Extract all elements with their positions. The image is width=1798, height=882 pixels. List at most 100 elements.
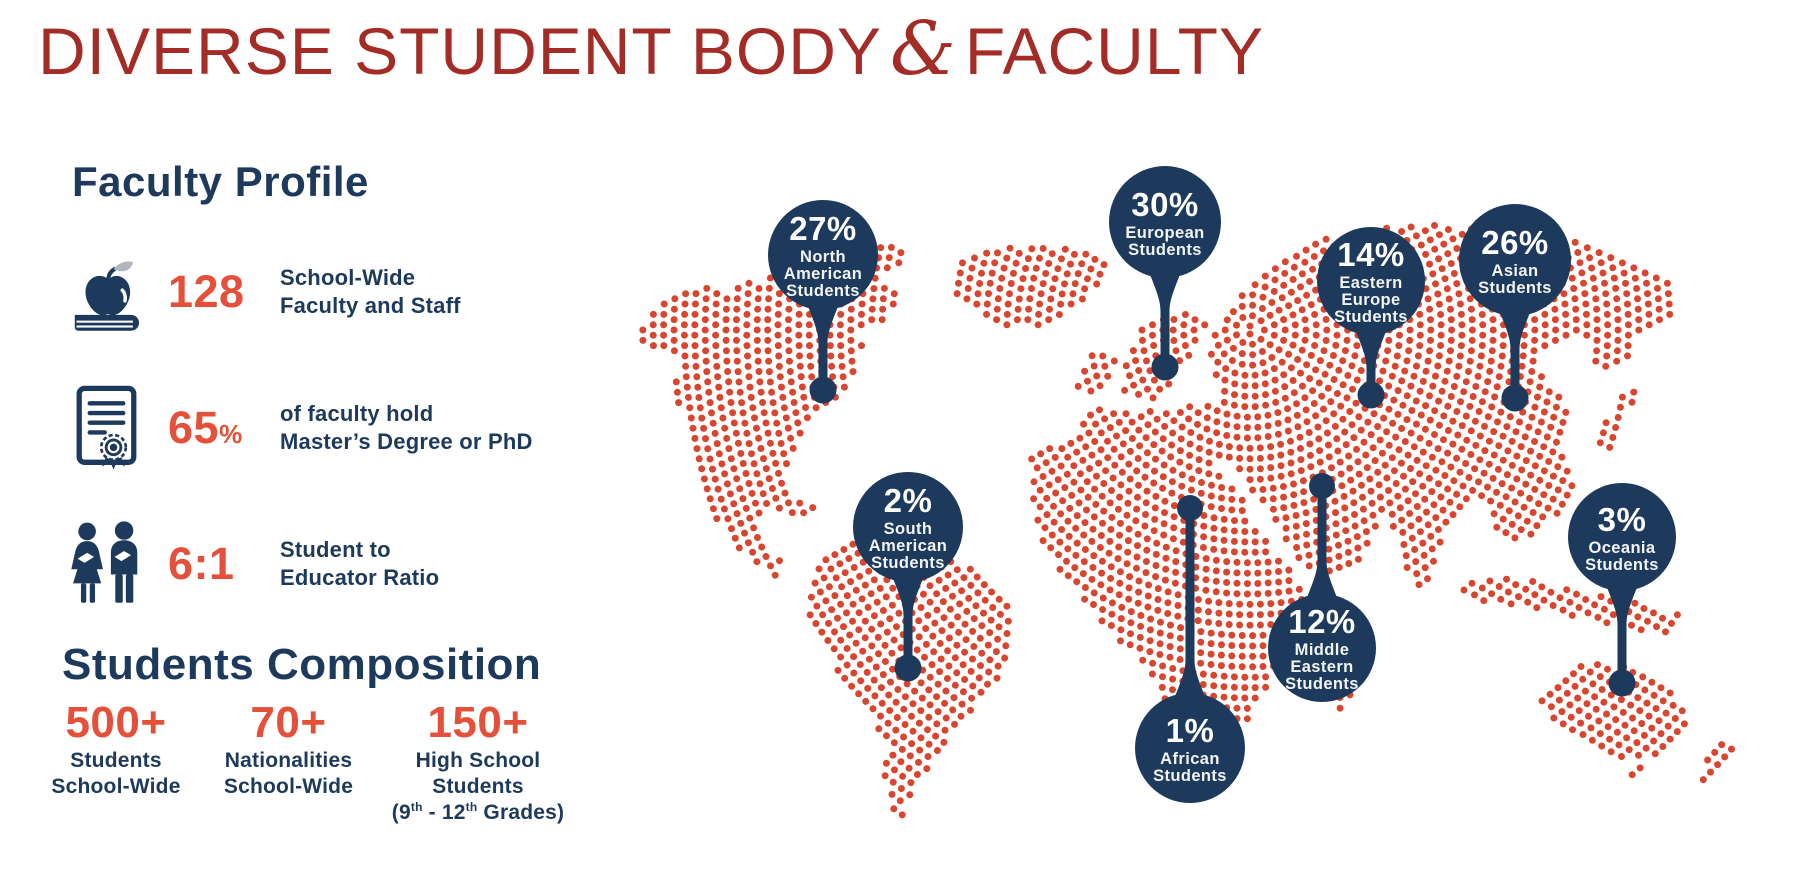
map-dot (1142, 434, 1150, 442)
map-dot (1072, 551, 1080, 559)
map-dot (1484, 378, 1492, 386)
map-dot (734, 284, 742, 292)
map-dot (1282, 524, 1290, 532)
map-dot (1402, 552, 1410, 560)
map-dot (1194, 617, 1202, 625)
map-dot (825, 619, 832, 627)
map-dot (1427, 326, 1435, 334)
map-dot (1106, 499, 1114, 507)
map-dot (1176, 634, 1184, 642)
map-dot (933, 590, 941, 598)
map-dot (1325, 556, 1333, 564)
map-dot (708, 409, 715, 417)
map-dot (1714, 761, 1722, 769)
map-dot (985, 290, 992, 298)
map-dot (723, 480, 731, 488)
map-dot (1396, 504, 1404, 512)
map-dot (1394, 387, 1402, 395)
map-dot (1222, 365, 1230, 373)
map-dot (1345, 452, 1353, 460)
map-dot (1567, 713, 1575, 721)
map-dot (1127, 630, 1134, 638)
map-dot (1457, 342, 1465, 350)
map-dot (946, 605, 954, 613)
map-dot (1652, 705, 1660, 712)
map-dot (1149, 659, 1157, 667)
stat-label: Students School-Wide (36, 748, 196, 800)
map-dot (1042, 270, 1050, 277)
map-dot (1443, 367, 1451, 375)
map-dot (964, 285, 972, 292)
map-dot (1080, 558, 1088, 566)
map-dot (970, 643, 978, 650)
map-dot (1236, 454, 1244, 462)
map-dot (1180, 321, 1188, 329)
map-dot (1123, 511, 1131, 519)
map-dot (1249, 340, 1256, 348)
map-dot (1458, 445, 1466, 453)
map-dot (1089, 525, 1097, 533)
map-dot (1003, 310, 1011, 318)
map-dot (858, 310, 865, 318)
map-dot (1169, 686, 1176, 694)
map-dot (1408, 407, 1416, 414)
map-dot (1290, 480, 1297, 488)
map-dot (1228, 485, 1236, 493)
map-dot (819, 611, 827, 619)
stat-value: 500+ (65, 698, 167, 747)
map-dot (778, 383, 785, 391)
pin-percentage: 14% (1337, 236, 1405, 273)
map-dot (1425, 439, 1433, 447)
map-dot (1574, 694, 1582, 702)
map-dot (913, 771, 921, 778)
map-dot (1503, 423, 1511, 431)
map-dot (1447, 393, 1455, 400)
map-dot (828, 606, 836, 614)
map-dot (1615, 741, 1623, 749)
map-dot (1416, 310, 1424, 318)
map-dot (767, 562, 774, 570)
map-dot (836, 321, 844, 329)
map-dot (1333, 435, 1341, 443)
map-dot (1437, 321, 1445, 329)
map-dot (1098, 557, 1106, 565)
map-dot (1429, 270, 1437, 278)
map-dot (806, 611, 814, 619)
map-dot (1664, 722, 1672, 730)
map-dot (1432, 466, 1440, 474)
label-line: Students (70, 749, 162, 772)
map-dot (701, 326, 709, 334)
map-dot (1125, 595, 1133, 603)
map-dot (1144, 421, 1152, 429)
map-dot (1416, 470, 1424, 478)
map-dot (1314, 423, 1322, 431)
map-dot (1497, 408, 1505, 416)
map-dot (1251, 548, 1259, 556)
map-dot (1348, 421, 1356, 429)
map-dot (1358, 481, 1365, 489)
map-dot (709, 505, 717, 513)
map-dot (1205, 448, 1213, 456)
map-dot (1271, 276, 1279, 284)
map-dot (750, 524, 758, 532)
map-dot (1333, 331, 1341, 339)
map-dot (1526, 378, 1534, 386)
map-dot (841, 569, 849, 577)
map-dot (1205, 459, 1213, 467)
map-dot (1246, 322, 1254, 330)
students-icon (71, 521, 138, 603)
map-dot (1426, 347, 1434, 355)
map-dot (896, 797, 904, 805)
map-dot (1262, 401, 1270, 409)
map-dot (727, 399, 735, 406)
map-dot (1546, 690, 1554, 698)
map-dot (1045, 260, 1053, 267)
map-dot (1064, 517, 1072, 525)
map-dot (1010, 269, 1017, 277)
map-dot (986, 656, 994, 664)
map-dot (1246, 611, 1254, 619)
map-dot (649, 321, 657, 329)
map-dot (1406, 326, 1414, 334)
map-dot (1267, 621, 1275, 628)
map-dot (1045, 481, 1053, 489)
